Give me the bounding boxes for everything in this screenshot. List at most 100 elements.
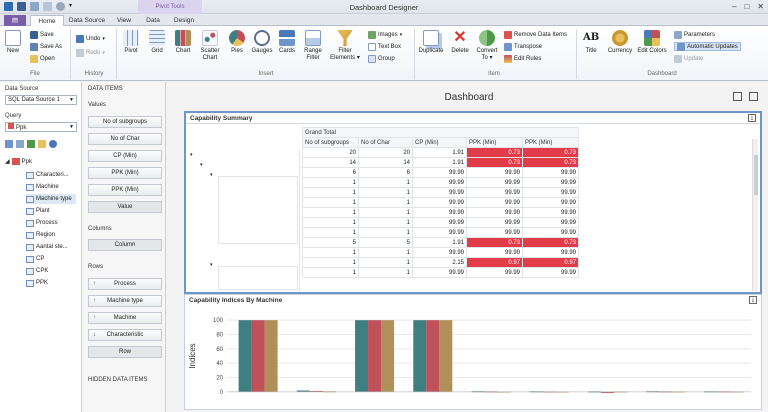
export-icon[interactable]: [733, 92, 742, 101]
table-cell[interactable]: 0.97: [466, 257, 523, 268]
refresh-icon[interactable]: [49, 140, 57, 148]
table-cell[interactable]: 1: [302, 197, 359, 208]
parameters-button[interactable]: Parameters: [674, 30, 715, 39]
data-source-select[interactable]: SQL Data Source 1 ▼: [5, 95, 77, 105]
text-box-button[interactable]: Text Box: [368, 42, 401, 51]
value-item[interactable]: No of subgroups: [88, 116, 162, 128]
undo-icon[interactable]: [30, 2, 39, 11]
collapse-icon[interactable]: ◢: [5, 159, 10, 165]
field-item[interactable]: CP: [26, 254, 44, 264]
filter-elements-button[interactable]: Filter Elements ▾: [328, 30, 362, 62]
expand-icon[interactable]: ▾: [200, 162, 203, 168]
pies-button[interactable]: Pies: [226, 30, 248, 55]
tab-design[interactable]: Design: [173, 17, 195, 24]
column-header[interactable]: No of Char: [358, 137, 413, 148]
table-cell[interactable]: 20: [302, 147, 359, 158]
table-cell[interactable]: 1: [358, 177, 413, 188]
table-cell[interactable]: 99.99: [466, 197, 523, 208]
table-cell[interactable]: 99.99: [412, 167, 467, 178]
column-drop-placeholder[interactable]: Column: [88, 239, 162, 251]
table-cell[interactable]: 99.99: [412, 207, 467, 218]
table-cell[interactable]: 99.99: [522, 177, 579, 188]
table-cell[interactable]: 1: [358, 197, 413, 208]
value-item[interactable]: CP (Min): [88, 150, 162, 162]
table-cell[interactable]: 99.99: [412, 247, 467, 258]
sort-icon[interactable]: [27, 140, 35, 148]
save-as-button[interactable]: Save As: [30, 42, 62, 51]
remove-data-items-button[interactable]: Remove Data Items: [504, 30, 567, 39]
images-button[interactable]: Images ▾: [368, 30, 402, 39]
table-cell[interactable]: 1: [302, 177, 359, 188]
table-cell[interactable]: 6: [302, 167, 359, 178]
row-drop-placeholder[interactable]: Row: [88, 346, 162, 358]
parameters-icon[interactable]: [749, 92, 758, 101]
table-cell[interactable]: 99.99: [522, 207, 579, 218]
settings-icon[interactable]: [56, 2, 65, 11]
field-item[interactable]: Plant: [26, 206, 50, 216]
scrollbar-thumb[interactable]: [754, 155, 758, 195]
table-cell[interactable]: 99.99: [412, 187, 467, 198]
column-header[interactable]: PPK (Min): [466, 137, 523, 148]
convert-to-button[interactable]: Convert To ▾: [474, 30, 500, 62]
field-item[interactable]: Machine: [26, 182, 59, 192]
table-cell[interactable]: 1: [302, 267, 359, 278]
table-cell[interactable]: 0.73: [466, 237, 523, 248]
range-filter-button[interactable]: Range Filter: [300, 30, 326, 62]
cards-button[interactable]: Cards: [276, 30, 298, 55]
table-cell[interactable]: 99.99: [412, 217, 467, 228]
minimize-icon[interactable]: –: [732, 2, 737, 11]
transpose-button[interactable]: Transpose: [504, 42, 542, 51]
scatter-chart-button[interactable]: Scatter Chart: [196, 30, 224, 62]
pivot-vertical-scrollbar[interactable]: [752, 139, 758, 291]
table-cell[interactable]: 0.97: [522, 257, 579, 268]
table-cell[interactable]: 1: [302, 187, 359, 198]
sort-arrow-icon[interactable]: ↑: [93, 298, 96, 304]
group-button[interactable]: Group: [368, 54, 395, 63]
table-cell[interactable]: 1: [302, 247, 359, 258]
table-cell[interactable]: 1: [358, 267, 413, 278]
table-cell[interactable]: 99.99: [466, 207, 523, 218]
save-icon[interactable]: [17, 2, 26, 11]
export-icon[interactable]: ⤓: [748, 114, 756, 122]
table-cell[interactable]: 99.99: [522, 217, 579, 228]
table-cell[interactable]: 99.99: [466, 167, 523, 178]
table-cell[interactable]: 99.99: [522, 187, 579, 198]
table-cell[interactable]: 1: [358, 257, 413, 268]
table-cell[interactable]: 1.91: [412, 237, 467, 248]
field-item-selected[interactable]: Machine type: [26, 194, 76, 204]
sort-arrow-icon[interactable]: ↑: [93, 315, 96, 321]
maximize-icon[interactable]: □: [744, 2, 750, 11]
field-item[interactable]: PPK: [26, 278, 48, 288]
redo-icon[interactable]: [43, 2, 52, 11]
table-cell[interactable]: 1: [358, 217, 413, 228]
table-cell[interactable]: 0.73: [522, 237, 579, 248]
table-cell[interactable]: 1.91: [412, 157, 467, 168]
value-item[interactable]: No of Char: [88, 133, 162, 145]
row-item[interactable]: ↑ Machine: [88, 312, 162, 324]
edit-colors-button[interactable]: Edit Colors: [636, 30, 668, 55]
tab-view[interactable]: View: [117, 17, 131, 24]
table-cell[interactable]: 99.99: [522, 167, 579, 178]
table-cell[interactable]: 99.99: [466, 217, 523, 228]
chevron-down-icon[interactable]: ▾: [69, 3, 73, 9]
tab-data-source[interactable]: Data Source: [68, 17, 106, 24]
undo-button[interactable]: Undo ▾: [76, 34, 105, 43]
expand-icon[interactable]: ▾: [210, 172, 213, 178]
pivot-button[interactable]: Pivot: [120, 30, 142, 55]
table-cell[interactable]: 20: [358, 147, 413, 158]
table-cell[interactable]: 1: [358, 227, 413, 238]
table-cell[interactable]: 2.15: [412, 257, 467, 268]
table-cell[interactable]: 14: [302, 157, 359, 168]
row-item[interactable]: ↑ Process: [88, 278, 162, 290]
table-cell[interactable]: 1: [358, 187, 413, 198]
table-cell[interactable]: 99.99: [522, 227, 579, 238]
table-cell[interactable]: 5: [302, 237, 359, 248]
table-cell[interactable]: 0.73: [466, 147, 523, 158]
export-icon[interactable]: ⤓: [749, 296, 757, 304]
field-item[interactable]: Process: [26, 218, 58, 228]
tab-data[interactable]: Data: [146, 17, 160, 24]
column-header[interactable]: CP (Min): [412, 137, 467, 148]
row-item[interactable]: ↑ Machine type: [88, 295, 162, 307]
row-item[interactable]: ↓ Characteristic: [88, 329, 162, 341]
table-cell[interactable]: 99.99: [412, 227, 467, 238]
